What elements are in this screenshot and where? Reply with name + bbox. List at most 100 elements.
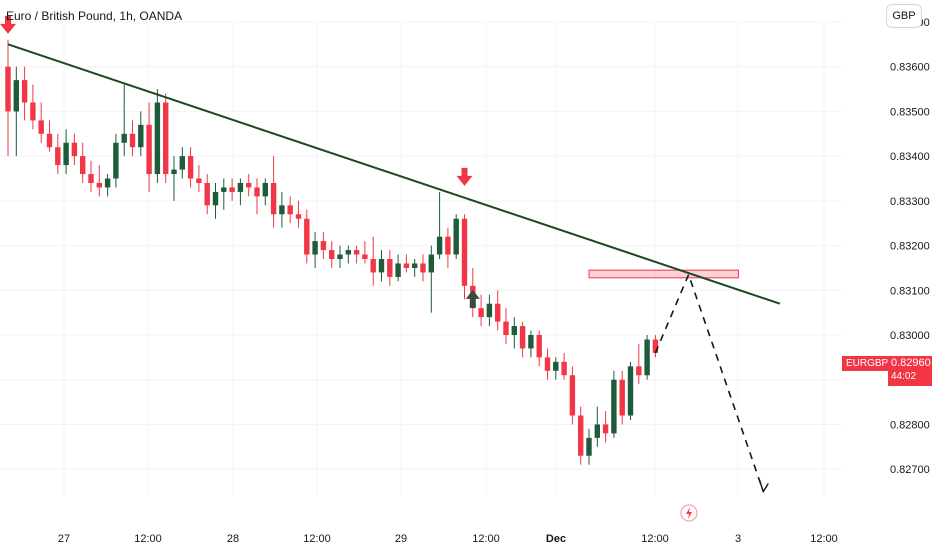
candle-body [163,102,169,175]
candle-body [353,250,360,255]
candle-body [611,379,617,434]
candle-body [362,254,368,259]
candle-body [528,335,534,349]
candle [320,232,327,259]
candle [519,321,526,358]
candle [246,174,252,197]
down-arrow-icon [456,167,473,186]
candle [30,84,36,130]
candle [138,111,144,157]
candle-body [636,366,642,376]
candle [362,241,368,264]
last-price: 0.82960 [891,357,931,369]
candle-body [337,254,343,259]
currency-button[interactable]: GBP [886,4,922,28]
candle-body [320,241,327,251]
candle [21,66,28,121]
candle-body [586,437,592,456]
candle-body [154,102,161,175]
candle [403,254,410,273]
candle [353,245,360,264]
candle-body [478,308,484,318]
candle-body [544,357,551,371]
candle-body [237,182,244,192]
candle [279,191,285,228]
candle [196,165,202,192]
candle-body [287,205,293,215]
candle-body [63,142,69,166]
candle-body [412,263,418,268]
candle-body [395,263,401,277]
candle [96,165,102,197]
time-tick-label: 12:00 [472,533,500,545]
candle [412,259,418,277]
candle [594,406,600,447]
candle-body [204,182,210,206]
candle-body [578,415,584,456]
candle-body [21,80,28,103]
flash-icon[interactable] [680,504,698,522]
candle [387,250,393,286]
price-value-box: 0.82960 44:02 [888,356,932,386]
price-tick-label: 0.83100 [890,285,930,297]
down-arrow-shape [456,167,473,186]
candle [611,370,617,438]
candle-body [121,133,127,143]
candle [146,102,152,192]
candle-body [96,182,102,188]
candle [312,232,318,268]
time-tick-label: 27 [58,533,70,545]
candle-body [644,339,650,376]
candle [129,120,136,157]
candle-body [511,326,517,336]
candles [5,39,659,465]
resistance-zone [588,269,739,279]
candle [445,227,451,268]
candle [619,370,625,425]
candle [436,191,443,259]
candle [503,308,509,344]
time-tick-label: 28 [227,533,239,545]
candle-body [312,241,318,255]
candle [627,361,634,420]
candle [80,142,86,183]
candle-body [619,379,625,416]
candle-body [519,326,526,349]
candle [104,174,111,197]
price-tick-label: 0.82700 [890,464,930,476]
price-axis[interactable]: 0.837000.836000.835000.834000.833000.832… [890,17,930,476]
candle [578,406,584,465]
candle-body [420,263,426,273]
candle-body [229,187,235,192]
candle [395,254,401,282]
candle-body [553,361,559,371]
candle-body [196,178,202,183]
candle-body [5,66,11,112]
candle-body [378,259,385,273]
time-tick-label: Dec [546,533,566,545]
candle-body [428,254,434,273]
candle [345,245,351,264]
candle-body [370,259,376,273]
candle-body [495,303,501,322]
candle [544,348,551,380]
candle [237,178,244,206]
candle [55,133,61,175]
candle [163,93,169,183]
candle [337,245,343,268]
candle [212,182,219,219]
candle-body [254,187,260,197]
candle-body [55,147,61,166]
candle [254,178,260,215]
time-axis[interactable]: 27 12:00 28 12:00 29 12:00 Dec 12:00 3 12:00 [58,533,838,545]
time-tick-label: 29 [395,533,407,545]
price-tick-label: 0.83200 [890,241,930,253]
candle-body [453,218,459,255]
candle-body [329,250,335,259]
candle-body [46,133,53,148]
candle-body [436,236,443,255]
candle [586,428,592,465]
candle [71,133,78,166]
candle [63,129,69,175]
